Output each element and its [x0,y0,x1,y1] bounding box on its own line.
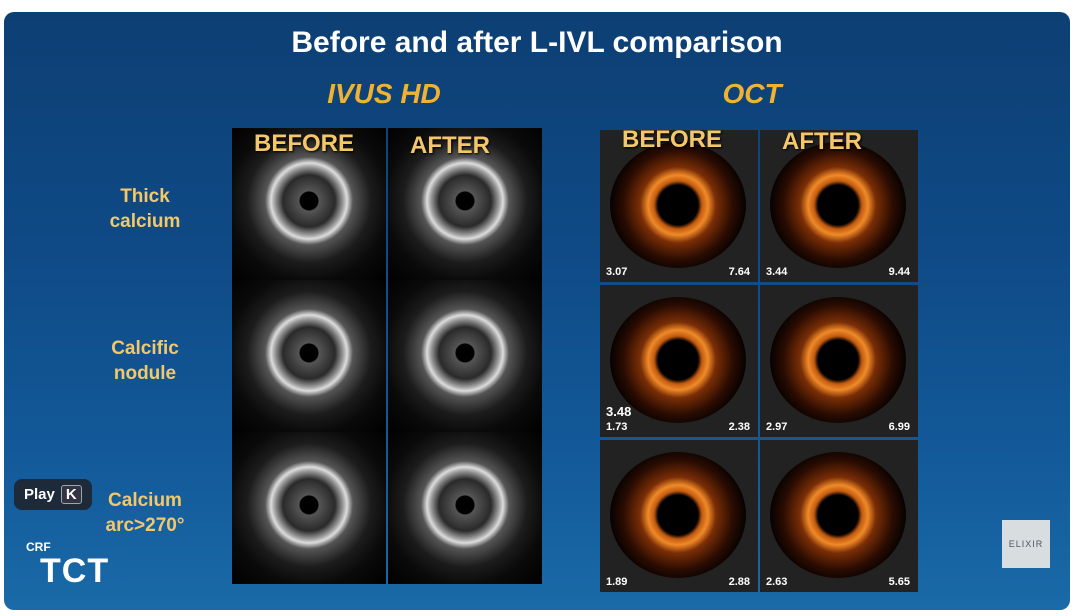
ivus-image [232,280,386,432]
ivus-image [388,280,542,432]
oct-image: 2.63 5.65 [760,440,918,592]
oct-lumen [610,452,746,578]
oct-measurement: 2.38 [728,421,750,433]
ivus-image [232,128,386,280]
oct-measurement: 2.88 [728,576,750,588]
elixir-logo: ELIXIR [1002,520,1050,568]
tct-logo: TCT [40,552,110,590]
oct-measurement: 3.48 [606,404,632,419]
before-header: BEFORE [622,126,723,153]
row-label-line: nodule [113,363,177,384]
row-label: Calcific nodule [70,336,220,386]
oct-measurement: 6.99 [888,421,910,433]
row-label-line: arc>270° [105,515,185,536]
slide-title: Before and after L-IVL comparison [291,26,783,59]
crf-logo: CRF [26,540,51,554]
oct-image: 3.07 7.64 [600,130,758,282]
row-label: Calcium arc>270° [70,488,220,538]
shortcut-key: K [60,485,82,504]
row-label-line: Thick [120,186,170,207]
oct-measurement: 2.97 [766,421,788,433]
oct-measurement: 3.44 [766,266,788,278]
oct-measurement: 3.07 [606,266,628,278]
before-header: BEFORE [254,130,355,157]
oct-lumen [770,142,906,268]
oct-measurement: 1.89 [606,576,628,588]
oct-lumen [610,297,746,423]
oct-image: 1.89 2.88 [600,440,758,592]
oct-lumen [770,297,906,423]
column-title: OCT [722,78,782,109]
column-title: IVUS HD [327,78,441,109]
row-label-line: Calcium [108,490,182,511]
oct-image: 3.48 1.73 2.38 [600,285,758,437]
play-label: Play [24,486,55,503]
row-label-line: Calcific [111,338,179,359]
ivus-image [388,432,542,584]
play-button[interactable]: Play K [14,479,92,510]
oct-measurement: 2.63 [766,576,788,588]
ivus-image [388,128,542,280]
oct-image: 2.97 6.99 [760,285,918,437]
row-label: Thick calcium [70,184,220,234]
oct-measurement: 1.73 [606,421,628,433]
oct-measurement: 9.44 [888,266,910,278]
oct-lumen [770,452,906,578]
oct-measurement: 5.65 [888,576,910,588]
after-header: AFTER [782,128,862,155]
oct-lumen [610,142,746,268]
oct-image: 3.44 9.44 [760,130,918,282]
after-header: AFTER [410,132,490,159]
ivus-image [232,432,386,584]
oct-measurement: 7.64 [728,266,750,278]
row-label-line: calcium [109,211,181,232]
